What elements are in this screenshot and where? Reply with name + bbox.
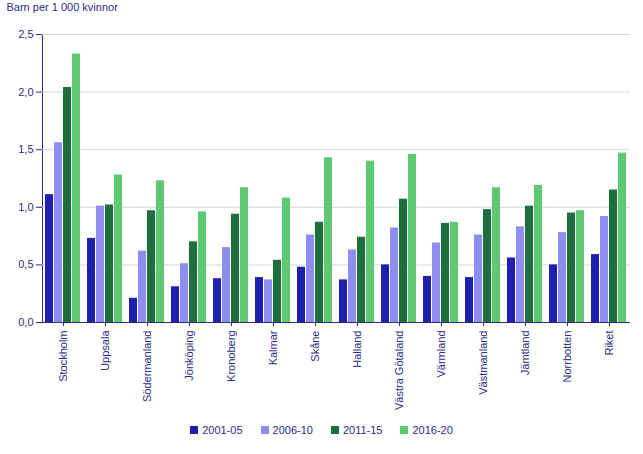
svg-text:2,5: 2,5 <box>18 28 33 40</box>
html-text:2001-05: 2001-05 <box>202 424 243 436</box>
svg-text:0,0: 0,0 <box>18 316 33 328</box>
html-text:2011-15: 2011-15 <box>342 424 383 436</box>
svg-text:Kronoberg: Kronoberg <box>225 331 237 382</box>
svg-text:Västmanland: Västmanland <box>477 331 489 395</box>
svg-text:Stockholm: Stockholm <box>57 331 69 382</box>
svg-text:Jönköping: Jönköping <box>183 331 195 381</box>
svg-text:Västra Götaland: Västra Götaland <box>393 331 405 411</box>
html-text:2016-20: 2016-20 <box>412 424 453 436</box>
svg-text:Skåne: Skåne <box>309 331 321 362</box>
svg-text:2,0: 2,0 <box>18 86 33 98</box>
svg-text:Barn per 1 000 kvinnor: Barn per 1 000 kvinnor <box>7 1 119 13</box>
svg-text:Halland: Halland <box>351 331 363 368</box>
svg-text:Jämtland: Jämtland <box>519 331 531 376</box>
svg-text:0,5: 0,5 <box>18 258 33 270</box>
svg-text:Uppsala: Uppsala <box>99 330 111 371</box>
svg-text:Norrbotten: Norrbotten <box>561 331 573 383</box>
svg-text:1,0: 1,0 <box>18 201 33 213</box>
svg-text:Värmland: Värmland <box>435 331 447 378</box>
svg-text:Södermanland: Södermanland <box>141 331 153 403</box>
svg-text:1,5: 1,5 <box>18 143 33 155</box>
svg-text:Riket: Riket <box>603 331 615 356</box>
html-text:2006-10: 2006-10 <box>272 424 313 436</box>
svg-text:Kalmar: Kalmar <box>267 330 279 365</box>
